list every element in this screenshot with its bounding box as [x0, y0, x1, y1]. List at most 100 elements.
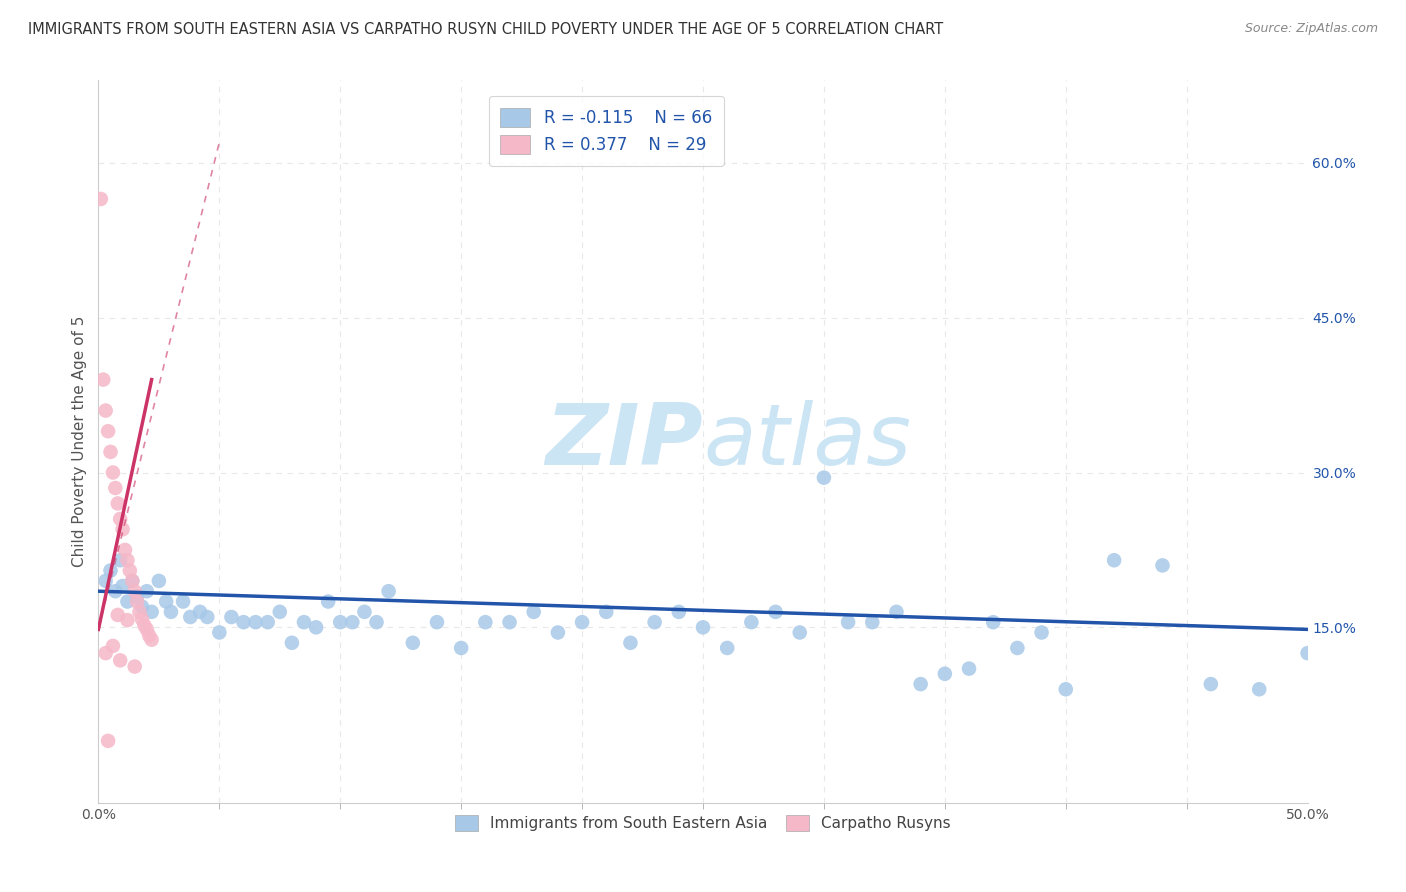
Point: [571, 615, 593, 630]
Point: [221, 610, 243, 624]
Point: [1199, 677, 1222, 691]
Legend: Immigrants from South Eastern Asia, Carpatho Rusyns: Immigrants from South Eastern Asia, Carp…: [447, 807, 959, 838]
Point: [141, 632, 163, 647]
Point: [523, 605, 546, 619]
Point: [188, 605, 211, 619]
Point: [148, 574, 170, 588]
Point: [131, 612, 153, 626]
Point: [450, 640, 472, 655]
Point: [1152, 558, 1174, 573]
Point: [329, 615, 352, 630]
Point: [101, 466, 124, 480]
Point: [316, 594, 339, 608]
Point: [121, 574, 143, 588]
Point: [765, 605, 787, 619]
Point: [90, 192, 112, 206]
Point: [117, 613, 139, 627]
Point: [1007, 640, 1029, 655]
Point: [111, 522, 134, 536]
Point: [117, 553, 139, 567]
Point: [97, 424, 120, 438]
Text: atlas: atlas: [703, 400, 911, 483]
Point: [644, 615, 666, 630]
Point: [135, 623, 157, 637]
Point: [91, 373, 114, 387]
Text: IMMIGRANTS FROM SOUTH EASTERN ASIA VS CARPATHO RUSYN CHILD POVERTY UNDER THE AGE: IMMIGRANTS FROM SOUTH EASTERN ASIA VS CA…: [28, 22, 943, 37]
Point: [474, 615, 496, 630]
Point: [107, 496, 129, 510]
Point: [813, 471, 835, 485]
Point: [131, 599, 153, 614]
Point: [179, 610, 201, 624]
Point: [402, 636, 425, 650]
Point: [426, 615, 449, 630]
Point: [100, 564, 122, 578]
Point: [353, 605, 375, 619]
Point: [245, 615, 267, 630]
Point: [668, 605, 690, 619]
Point: [160, 605, 183, 619]
Point: [910, 677, 932, 691]
Point: [886, 605, 908, 619]
Point: [377, 584, 399, 599]
Point: [1031, 625, 1053, 640]
Text: ZIP: ZIP: [546, 400, 703, 483]
Point: [1102, 553, 1125, 567]
Point: [100, 445, 122, 459]
Point: [981, 615, 1004, 630]
Point: [94, 403, 117, 417]
Point: [107, 607, 129, 622]
Point: [108, 512, 131, 526]
Point: [256, 615, 278, 630]
Point: [619, 636, 641, 650]
Point: [134, 618, 156, 632]
Point: [716, 640, 738, 655]
Point: [305, 620, 328, 634]
Point: [104, 481, 127, 495]
Point: [124, 584, 146, 599]
Point: [547, 625, 569, 640]
Point: [232, 615, 254, 630]
Point: [101, 639, 124, 653]
Point: [121, 574, 143, 588]
Point: [740, 615, 762, 630]
Point: [498, 615, 520, 630]
Point: [172, 594, 194, 608]
Point: [118, 564, 141, 578]
Point: [117, 594, 139, 608]
Point: [366, 615, 388, 630]
Point: [957, 662, 980, 676]
Point: [94, 646, 117, 660]
Point: [135, 584, 157, 599]
Point: [837, 615, 859, 630]
Point: [1249, 682, 1271, 697]
Point: [195, 610, 218, 624]
Point: [138, 629, 160, 643]
Point: [127, 590, 149, 604]
Point: [342, 615, 364, 630]
Point: [128, 605, 150, 619]
Point: [104, 584, 127, 599]
Point: [124, 659, 146, 673]
Point: [595, 605, 617, 619]
Point: [127, 594, 149, 608]
Point: [860, 615, 883, 630]
Point: [114, 542, 136, 557]
Point: [141, 605, 163, 619]
Point: [292, 615, 315, 630]
Point: [934, 666, 956, 681]
Point: [108, 653, 131, 667]
Point: [789, 625, 811, 640]
Point: [208, 625, 231, 640]
Point: [111, 579, 134, 593]
Text: Source: ZipAtlas.com: Source: ZipAtlas.com: [1244, 22, 1378, 36]
Point: [1054, 682, 1077, 697]
Point: [1296, 646, 1319, 660]
Point: [269, 605, 291, 619]
Y-axis label: Child Poverty Under the Age of 5: Child Poverty Under the Age of 5: [72, 316, 87, 567]
Point: [692, 620, 714, 634]
Point: [281, 636, 304, 650]
Point: [97, 734, 120, 748]
Point: [155, 594, 177, 608]
Point: [94, 574, 117, 588]
